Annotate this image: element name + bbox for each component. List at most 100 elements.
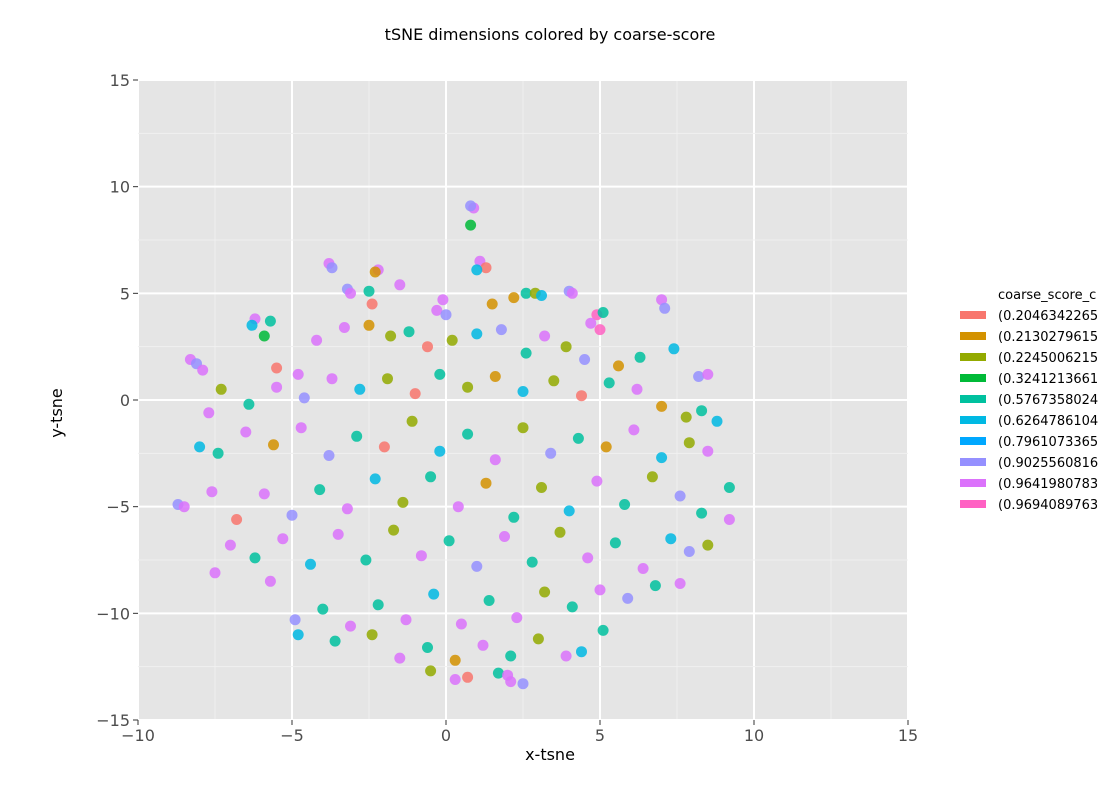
data-point bbox=[434, 368, 446, 380]
data-point bbox=[437, 294, 449, 306]
data-point bbox=[471, 328, 483, 340]
data-point bbox=[471, 264, 483, 276]
data-point bbox=[338, 322, 350, 333]
data-point bbox=[363, 319, 375, 331]
data-point bbox=[659, 302, 671, 314]
chart-title: tSNE dimensions colored by coarse-score bbox=[385, 25, 716, 44]
legend-label: (0.2245006215 bbox=[998, 351, 1098, 366]
data-point bbox=[520, 287, 532, 299]
data-point bbox=[264, 315, 276, 327]
data-point bbox=[560, 650, 572, 662]
data-point bbox=[449, 674, 461, 685]
data-point bbox=[526, 556, 538, 568]
data-point bbox=[363, 285, 375, 297]
y-tick-label: 5 bbox=[120, 284, 130, 303]
data-point bbox=[680, 411, 692, 423]
legend-label: (0.9694089763 bbox=[998, 498, 1098, 513]
data-point bbox=[332, 528, 344, 540]
legend-swatch bbox=[960, 374, 986, 382]
data-point bbox=[579, 354, 591, 365]
data-point bbox=[591, 475, 603, 487]
data-point bbox=[683, 437, 695, 449]
data-point bbox=[434, 445, 446, 457]
data-point bbox=[486, 298, 498, 310]
data-point bbox=[452, 501, 464, 513]
y-tick-label: −5 bbox=[106, 498, 130, 517]
data-point bbox=[683, 546, 695, 557]
data-point bbox=[471, 560, 483, 572]
data-point bbox=[646, 471, 658, 483]
data-point bbox=[517, 386, 529, 397]
data-point bbox=[499, 531, 510, 542]
x-tick-label: 15 bbox=[898, 726, 918, 745]
data-point bbox=[572, 432, 584, 444]
data-point bbox=[462, 671, 474, 683]
data-point bbox=[631, 383, 643, 395]
legend-swatch bbox=[960, 458, 986, 466]
data-point bbox=[711, 415, 723, 427]
data-point bbox=[314, 484, 326, 496]
data-point bbox=[455, 618, 467, 630]
data-point bbox=[292, 629, 304, 641]
data-point bbox=[665, 533, 677, 545]
data-point bbox=[345, 620, 356, 632]
legend-label: (0.2046342265 bbox=[998, 309, 1098, 324]
legend-swatch bbox=[960, 416, 986, 424]
legend-label: (0.5767358024 bbox=[998, 393, 1098, 408]
data-point bbox=[536, 290, 547, 301]
data-point bbox=[215, 383, 227, 395]
data-point bbox=[286, 509, 298, 521]
data-point bbox=[489, 454, 501, 466]
x-tick-label: 5 bbox=[595, 726, 605, 745]
data-point bbox=[582, 552, 594, 564]
data-point bbox=[258, 330, 270, 342]
data-point bbox=[323, 450, 335, 461]
x-axis-title: x-tsne bbox=[525, 745, 575, 764]
legend-swatch bbox=[960, 479, 986, 487]
data-point bbox=[637, 563, 649, 574]
data-point bbox=[508, 511, 520, 523]
data-point bbox=[489, 371, 501, 382]
data-point bbox=[585, 317, 597, 329]
data-point bbox=[246, 319, 258, 331]
x-tick-label: 0 bbox=[441, 726, 451, 745]
data-point bbox=[656, 294, 668, 306]
data-point bbox=[622, 592, 634, 604]
data-point bbox=[209, 567, 221, 579]
data-point bbox=[536, 482, 547, 493]
data-point bbox=[415, 550, 427, 562]
data-point bbox=[422, 642, 433, 653]
data-point bbox=[477, 639, 489, 651]
data-point bbox=[203, 407, 215, 419]
data-point bbox=[298, 392, 310, 404]
data-point bbox=[566, 287, 578, 299]
data-point bbox=[492, 667, 504, 679]
data-point bbox=[511, 612, 523, 624]
legend-swatch bbox=[960, 311, 986, 319]
data-point bbox=[656, 452, 668, 464]
data-point bbox=[366, 298, 378, 310]
data-point bbox=[382, 373, 393, 385]
data-point bbox=[264, 575, 276, 587]
data-point bbox=[409, 388, 421, 400]
legend-swatch bbox=[960, 437, 986, 445]
data-point bbox=[243, 398, 255, 410]
data-point bbox=[495, 324, 507, 336]
data-point bbox=[560, 341, 572, 353]
legend-swatch bbox=[960, 395, 986, 403]
data-point bbox=[206, 486, 218, 498]
grid-lines bbox=[137, 79, 909, 721]
data-point bbox=[539, 586, 551, 598]
data-point bbox=[289, 614, 301, 626]
data-point bbox=[702, 445, 714, 457]
data-point bbox=[271, 362, 283, 374]
data-point bbox=[597, 307, 609, 318]
data-point bbox=[406, 415, 418, 427]
data-point bbox=[483, 595, 495, 606]
data-point bbox=[178, 501, 190, 513]
y-tick-label: −10 bbox=[96, 604, 130, 623]
y-tick-label: 0 bbox=[120, 391, 130, 410]
legend-label: (0.9025560816 bbox=[998, 456, 1098, 471]
data-point bbox=[360, 554, 372, 566]
